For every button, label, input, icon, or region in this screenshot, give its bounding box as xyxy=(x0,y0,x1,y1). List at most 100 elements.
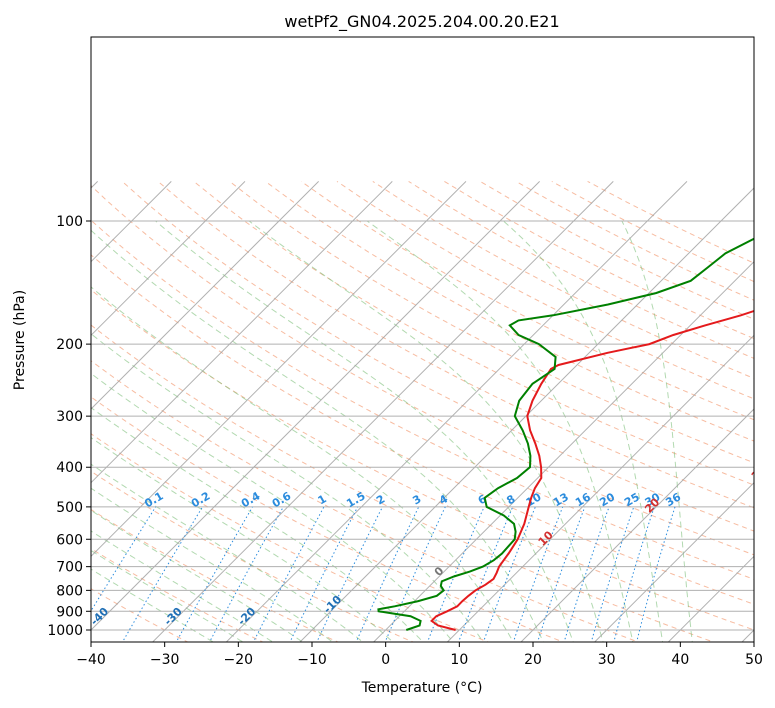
y-tick-label: 600 xyxy=(56,532,83,548)
dry-adiabat xyxy=(91,508,339,642)
y-tick-label: 300 xyxy=(56,409,83,425)
moist-adiabat xyxy=(91,286,514,642)
y-tick-label: 1000 xyxy=(47,623,83,639)
mixing-ratio-line xyxy=(175,506,253,642)
x-tick-label: 40 xyxy=(671,652,689,668)
dry-adiabat xyxy=(300,180,754,421)
mixing-ratio-line xyxy=(289,506,359,642)
dry-adiabat xyxy=(515,180,754,301)
dry-adiabat xyxy=(91,433,490,642)
x-tick-label: −20 xyxy=(224,652,254,668)
dewpoint-profile xyxy=(377,237,754,631)
temperature-profile xyxy=(430,309,754,631)
isotherm xyxy=(91,181,172,263)
x-tick-label: 0 xyxy=(381,652,390,668)
dry-adiabat xyxy=(91,360,640,642)
isotherm xyxy=(151,181,614,642)
x-tick-label: 30 xyxy=(598,652,616,668)
mixing-ratio-line xyxy=(121,506,203,642)
isotherm xyxy=(91,181,319,410)
isotherm xyxy=(0,181,24,647)
x-tick-label: 10 xyxy=(450,652,468,668)
moist-adiabat xyxy=(91,549,244,642)
mixing-ratio-line xyxy=(208,506,284,642)
mixing-ratio-line xyxy=(590,506,635,642)
dry-adiabat xyxy=(91,548,264,642)
y-tick-label: 700 xyxy=(56,560,83,576)
profiles xyxy=(377,237,754,631)
chart-title: wetPf2_GN04.2025.204.00.20.E21 xyxy=(284,12,559,32)
dry-adiabat xyxy=(157,181,754,509)
moist-adiabat xyxy=(155,220,574,642)
y-tick-label: 800 xyxy=(56,583,83,599)
mixing-ratio-line xyxy=(563,506,610,642)
y-tick-label: 900 xyxy=(56,604,83,620)
isotherm xyxy=(91,181,246,337)
moist-adiabat xyxy=(91,568,215,642)
dry-adiabat xyxy=(408,180,754,359)
dry-adiabat xyxy=(91,396,565,642)
y-tick-label: 400 xyxy=(56,460,83,476)
x-tick-label: 50 xyxy=(745,652,763,668)
dry-adiabat xyxy=(91,219,754,580)
x-tick-label: −30 xyxy=(150,652,180,668)
moist-adiabat xyxy=(91,487,334,642)
isotherm-label: 10 xyxy=(536,528,556,548)
moist-adiabat xyxy=(366,220,634,642)
mixing-ratio-label: 4 xyxy=(437,492,450,507)
isotherm xyxy=(667,555,754,642)
mixing-ratio-label: 1 xyxy=(316,492,329,507)
dry-adiabat xyxy=(91,470,415,642)
isotherm-label: 30 xyxy=(749,462,769,482)
mixing-ratio-line xyxy=(252,506,325,642)
mixing-ratio-line xyxy=(458,506,514,642)
isotherm xyxy=(91,181,467,558)
dry-adiabat xyxy=(91,324,715,642)
isotherm xyxy=(225,181,688,642)
isotherm xyxy=(91,181,393,484)
x-tick-label: −40 xyxy=(76,652,106,668)
plot-frame xyxy=(90,36,755,643)
moist-adiabat xyxy=(91,436,394,642)
isotherm xyxy=(520,408,754,642)
moist-adiabat xyxy=(621,220,693,642)
mixing-ratio-label: 3 xyxy=(410,492,423,507)
y-tick-label: 100 xyxy=(56,214,83,230)
mixing-ratio-line xyxy=(613,506,655,642)
background-lines xyxy=(0,180,754,647)
axes: −40 −30 −20 −10 0 10 20 30 40 50 100 200 300 400 500 60… xyxy=(47,214,763,668)
x-tick-label: −10 xyxy=(297,652,327,668)
dry-adiabat xyxy=(372,180,754,379)
mixing-ratio-line xyxy=(537,506,586,642)
dry-adiabat xyxy=(193,181,754,486)
dry-adiabat xyxy=(336,180,754,400)
moist-adiabat xyxy=(91,530,274,642)
y-tick-label: 200 xyxy=(56,337,83,353)
isotherm xyxy=(372,260,754,642)
isotherm xyxy=(593,481,754,642)
x-tick-label: 20 xyxy=(524,652,542,668)
dry-adiabat xyxy=(91,254,754,605)
moist-adiabat xyxy=(91,229,544,642)
isotherm-label: -30 xyxy=(162,605,185,628)
moist-adiabat xyxy=(91,407,424,642)
isotherm-label: -50 xyxy=(14,605,37,628)
dry-adiabat xyxy=(91,588,189,642)
mixing-ratio-line xyxy=(636,506,676,642)
x-axis-title: Temperature (°C) xyxy=(361,680,483,696)
moist-adiabat xyxy=(91,333,484,642)
isotherm-label: -20 xyxy=(235,605,258,628)
dry-adiabat xyxy=(229,181,754,464)
isotherm xyxy=(741,629,754,642)
y-axis-title: Pressure (hPa) xyxy=(12,290,28,390)
dry-adiabat xyxy=(91,185,754,556)
isotherm xyxy=(446,334,754,642)
mixing-ratio-line xyxy=(482,506,536,642)
moist-adiabat xyxy=(91,509,304,642)
line-labels: 0.10.20.40.611.52346810131620253036-100-… xyxy=(14,462,769,628)
mixing-ratio-line xyxy=(426,506,485,642)
y-tick-label: 500 xyxy=(56,500,83,516)
isotherm xyxy=(91,181,540,631)
moist-adiabat xyxy=(91,463,364,642)
